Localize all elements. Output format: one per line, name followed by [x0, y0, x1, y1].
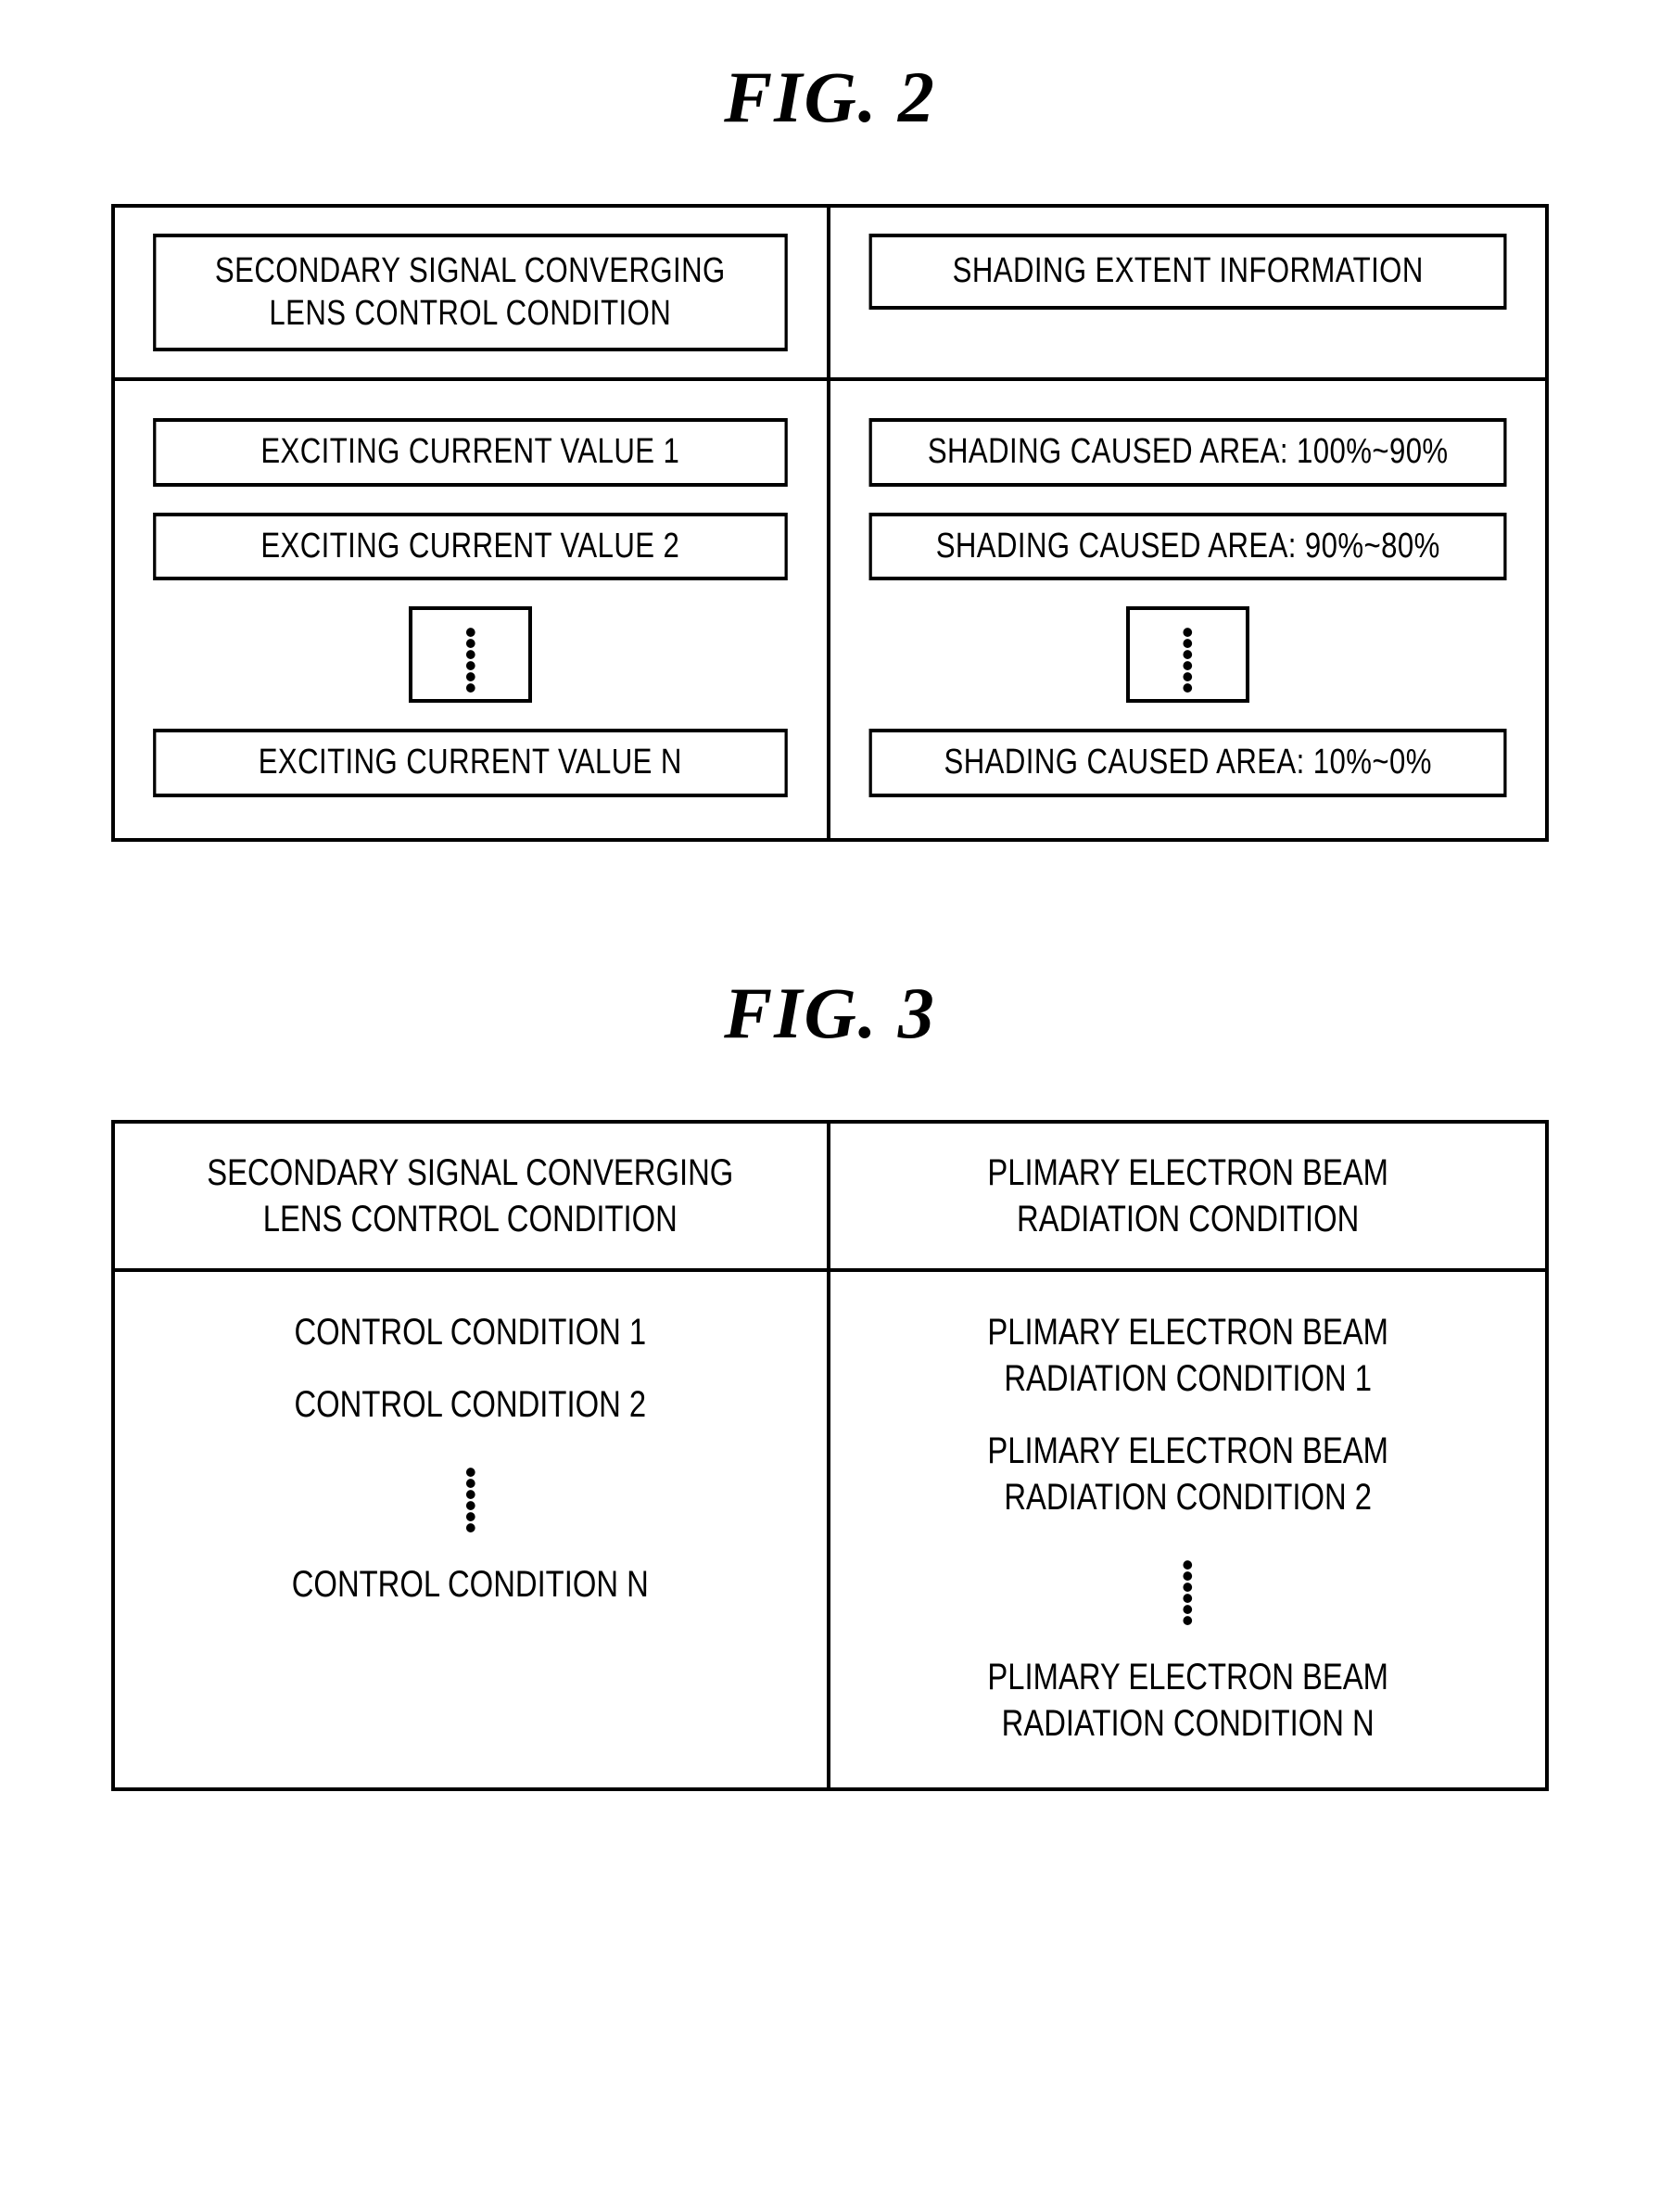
radiation-condition-2: PLIMARY ELECTRON BEAM RADIATION CONDITIO…: [868, 1428, 1506, 1520]
figure-2: FIG. 2 SECONDARY SIGNAL CONVERGING LENS …: [111, 56, 1549, 842]
ellipsis-box-left: ••••••: [409, 606, 532, 703]
figure-3-body-left: CONTROL CONDITION 1 CONTROL CONDITION 2 …: [115, 1272, 830, 1787]
figure-3-header-left: SECONDARY SIGNAL CONVERGING LENS CONTROL…: [154, 1150, 788, 1242]
radiation-condition-1: PLIMARY ELECTRON BEAM RADIATION CONDITIO…: [868, 1309, 1506, 1402]
figure-2-title: FIG. 2: [111, 56, 1549, 139]
figure-2-body-right: SHADING CAUSED AREA: 100%~90% SHADING CA…: [830, 381, 1546, 838]
exciting-current-value-n: EXCITING CURRENT VALUE N: [154, 729, 788, 797]
figure-2-header-row: SECONDARY SIGNAL CONVERGING LENS CONTROL…: [115, 208, 1545, 381]
figure-3-body-right: PLIMARY ELECTRON BEAM RADIATION CONDITIO…: [830, 1272, 1546, 1787]
figure-3-header-left-cell: SECONDARY SIGNAL CONVERGING LENS CONTROL…: [115, 1124, 830, 1268]
exciting-current-value-1: EXCITING CURRENT VALUE 1: [154, 418, 788, 487]
ellipsis-plain-left: ••••••: [464, 1454, 476, 1535]
figure-3-body-row: CONTROL CONDITION 1 CONTROL CONDITION 2 …: [115, 1272, 1545, 1787]
figure-2-body-row: EXCITING CURRENT VALUE 1 EXCITING CURREN…: [115, 381, 1545, 838]
figure-2-header-left: SECONDARY SIGNAL CONVERGING LENS CONTROL…: [154, 234, 788, 351]
radiation-condition-n: PLIMARY ELECTRON BEAM RADIATION CONDITIO…: [868, 1654, 1506, 1747]
figure-2-header-left-cell: SECONDARY SIGNAL CONVERGING LENS CONTROL…: [115, 208, 830, 377]
figure-2-table: SECONDARY SIGNAL CONVERGING LENS CONTROL…: [111, 204, 1549, 842]
ellipsis-box-right: ••••••: [1126, 606, 1249, 703]
control-condition-2: CONTROL CONDITION 2: [154, 1381, 788, 1428]
figure-3: FIG. 3 SECONDARY SIGNAL CONVERGING LENS …: [111, 972, 1549, 1791]
figure-3-header-right: PLIMARY ELECTRON BEAM RADIATION CONDITIO…: [868, 1150, 1506, 1242]
shading-area-1: SHADING CAUSED AREA: 100%~90%: [868, 418, 1506, 487]
control-condition-1: CONTROL CONDITION 1: [154, 1309, 788, 1355]
figure-2-header-right: SHADING EXTENT INFORMATION: [868, 234, 1506, 310]
figure-3-title: FIG. 3: [111, 972, 1549, 1055]
figure-2-header-right-cell: SHADING EXTENT INFORMATION: [830, 208, 1546, 377]
figure-2-body-left: EXCITING CURRENT VALUE 1 EXCITING CURREN…: [115, 381, 830, 838]
figure-3-header-right-cell: PLIMARY ELECTRON BEAM RADIATION CONDITIO…: [830, 1124, 1546, 1268]
control-condition-n: CONTROL CONDITION N: [154, 1561, 788, 1608]
ellipsis-plain-right: ••••••: [1182, 1546, 1194, 1628]
shading-area-n: SHADING CAUSED AREA: 10%~0%: [868, 729, 1506, 797]
shading-area-2: SHADING CAUSED AREA: 90%~80%: [868, 513, 1506, 581]
exciting-current-value-2: EXCITING CURRENT VALUE 2: [154, 513, 788, 581]
figure-3-table: SECONDARY SIGNAL CONVERGING LENS CONTROL…: [111, 1120, 1549, 1791]
figure-3-header-row: SECONDARY SIGNAL CONVERGING LENS CONTROL…: [115, 1124, 1545, 1272]
